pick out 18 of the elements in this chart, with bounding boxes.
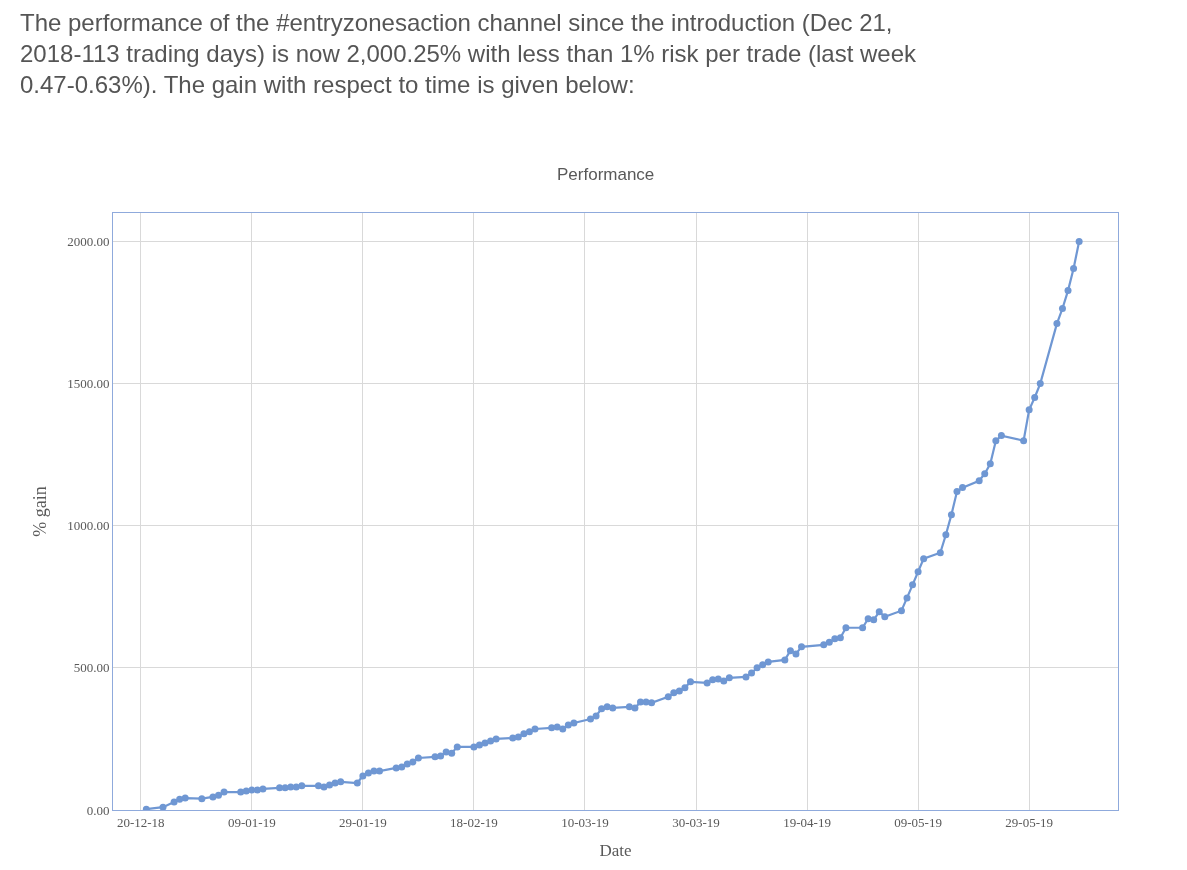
x-tick-label: 20-12-18 — [116, 814, 165, 830]
x-tick-label: 29-01-19 — [339, 814, 387, 830]
x-tick-label: 09-05-19 — [894, 814, 942, 830]
x-tick-label: 29-05-19 — [1005, 814, 1053, 830]
x-tick-label: 10-03-19 — [561, 814, 609, 830]
y-tick-label: 0.00 — [86, 802, 110, 818]
x-tick-label: 18-02-19 — [450, 814, 498, 830]
y-tick-label: 2000.00 — [67, 233, 110, 249]
y-axis-title: % gain — [30, 486, 51, 537]
y-tick-label: 1500.00 — [67, 376, 110, 392]
x-tick-label: 09-01-19 — [227, 814, 276, 830]
chart-title: Performance — [557, 165, 655, 184]
x-axis-title: Date — [599, 841, 632, 860]
chart-subtitle: The performance of the #entryzonesaction channel since the introduction (Dec 21, 2018-113 trading days) is now 2,000.25% with less than 1% risk per trade (last week 0.47-0.63%). The gain with respect to time is given below: — [20, 9, 918, 99]
y-tick-label: 500.00 — [73, 660, 110, 676]
x-tick-label: 30-03-19 — [672, 814, 720, 830]
y-tick-label: 1000.00 — [67, 518, 110, 534]
x-tick-label: 19-04-19 — [783, 814, 831, 830]
